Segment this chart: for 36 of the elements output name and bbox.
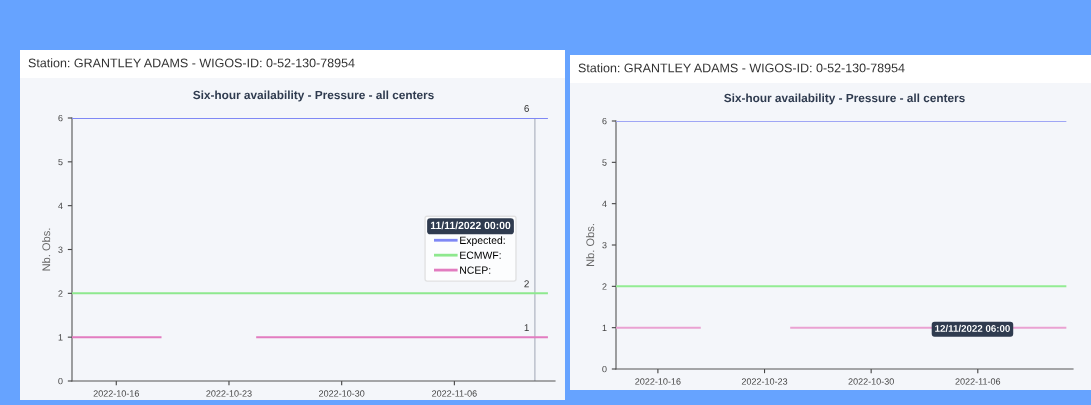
x-tick-label: 2022-10-23 [741,378,788,385]
y-tick-label: 2 [602,283,607,290]
x-tick-label: 2022-10-16 [93,390,139,397]
y-tick-label: 4 [602,200,607,207]
y-tick-label: 0 [58,377,63,385]
x-tick-label: 2022-10-23 [206,390,252,397]
y-axis-title: Nb. Obs. [586,224,595,267]
legend-label: ECMWF: [460,251,501,259]
data-label: 6 [524,105,529,112]
y-tick-label: 3 [602,241,607,249]
y-tick-label: 5 [602,159,607,166]
y-tick-label: 1 [602,324,607,331]
y-axis-title: Nb. Obs. [42,228,51,271]
legend-label: NCEP: [460,266,491,274]
data-label: 1 [524,324,529,331]
y-tick-label: 3 [58,246,63,253]
y-tick-label: 6 [58,114,63,122]
x-tick-label: 2022-10-16 [635,378,681,385]
annotation: 12/11/2022 06:00 [935,324,1010,333]
chart-subtitle: Station: GRANTLEY ADAMS - WIGOS-ID: 0-52-130-78954 [578,63,905,73]
x-tick-label: 2022-11-06 [955,378,1001,385]
y-tick-label: 5 [58,158,63,166]
legend-title: 11/11/2022 00:00 [430,221,511,230]
x-tick-label: 2022-10-30 [319,390,365,397]
chart-title: Six-hour availability - Pressure - all centers [724,93,965,105]
legend-label: Expected: [460,236,505,247]
chart-subtitle: Station: GRANTLEY ADAMS - WIGOS-ID: 0-52-130-78954 [28,58,355,68]
y-tick-label: 4 [58,202,63,209]
y-tick-label: 1 [58,334,63,341]
y-tick-label: 6 [602,117,607,125]
x-tick-label: 2022-10-30 [848,378,894,385]
chart-title: Six-hour availability - Pressure - all centers [193,90,434,102]
x-tick-label: 2022-11-06 [432,390,477,397]
data-label: 2 [524,280,529,288]
y-tick-label: 2 [58,290,63,297]
y-tick-label: 0 [602,365,607,373]
